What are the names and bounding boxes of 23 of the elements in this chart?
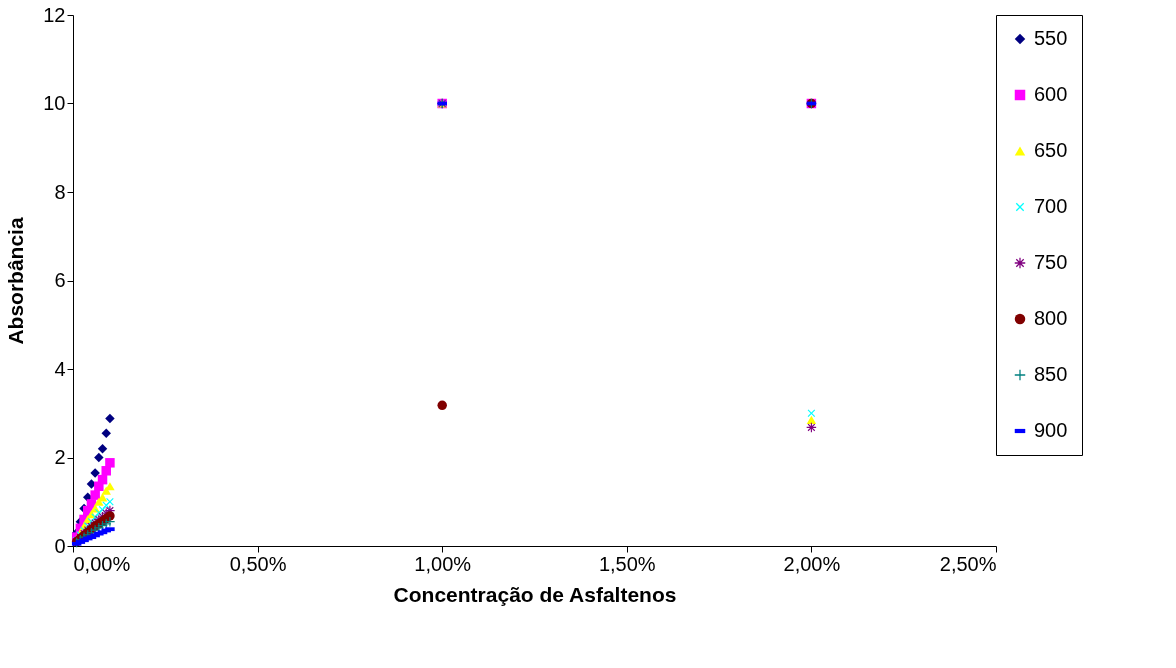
x-axis-title: Concentração de Asfaltenos <box>393 582 677 606</box>
legend-label: 650 <box>1034 139 1068 161</box>
x-tick-label: 1,50% <box>598 552 656 575</box>
y-axis-title: Absorbância <box>4 217 28 345</box>
legend-label: 850 <box>1034 363 1068 385</box>
legend-label: 700 <box>1034 195 1068 217</box>
y-tick-label: 4 <box>54 357 66 380</box>
legend-label: 750 <box>1034 251 1068 273</box>
x-tick-label: 2,00% <box>783 552 841 575</box>
legend-label: 800 <box>1034 307 1068 329</box>
y-tick-label: 6 <box>54 269 66 291</box>
x-tick-label: 1,00% <box>414 552 472 575</box>
x-tick-label: 2,50% <box>939 552 997 575</box>
y-tick-label: 8 <box>54 180 66 203</box>
legend-label: 550 <box>1034 27 1068 49</box>
y-tick-label: 12 <box>43 3 66 26</box>
legend-label: 900 <box>1034 419 1068 441</box>
y-tick-label: 0 <box>54 534 66 557</box>
y-tick-label: 10 <box>43 92 66 114</box>
x-tick-label: 0,50% <box>229 552 287 575</box>
y-tick-label: 2 <box>54 446 66 468</box>
legend-label: 600 <box>1034 83 1068 105</box>
x-tick-label: 0,00% <box>73 552 131 575</box>
